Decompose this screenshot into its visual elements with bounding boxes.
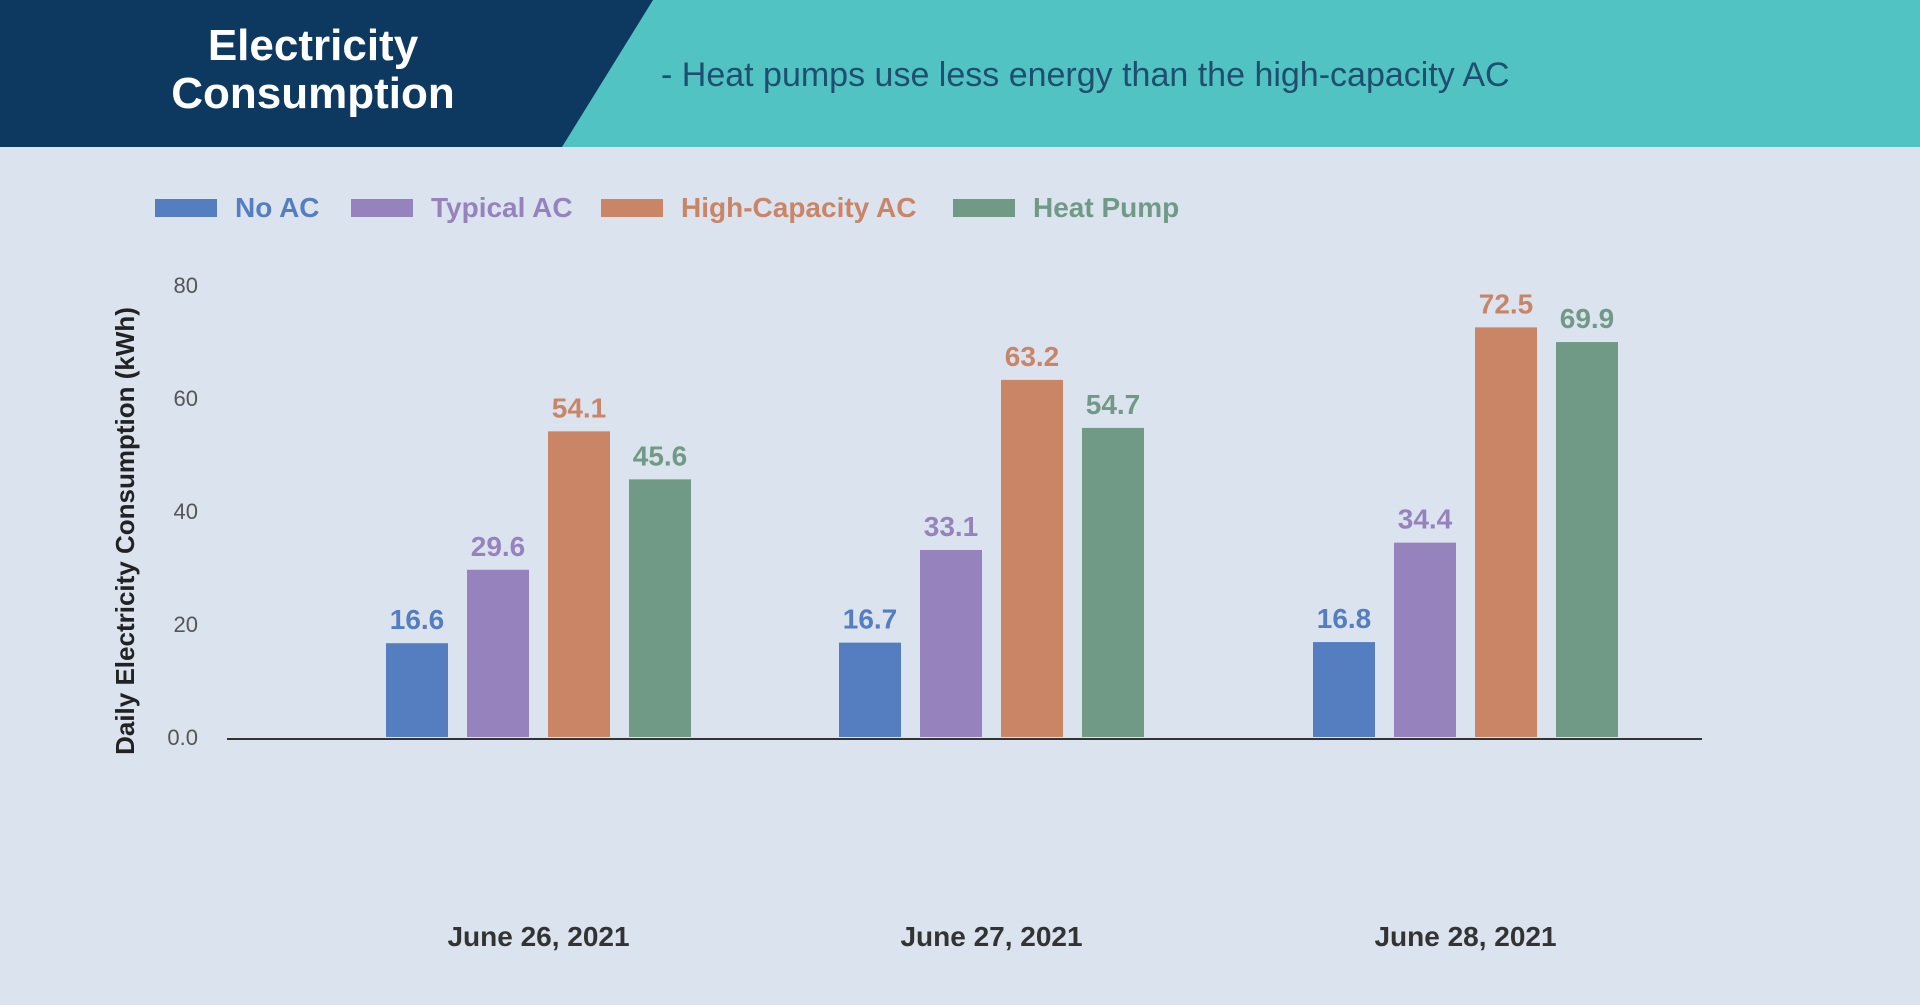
bar — [467, 569, 529, 737]
data-label: 33.1 — [924, 511, 979, 542]
bar — [1475, 327, 1537, 737]
legend-label: Heat Pump — [1033, 192, 1180, 223]
legend-item-heat-pump: Heat Pump — [953, 192, 1179, 224]
y-tick-label: 0.0 — [167, 725, 198, 750]
data-label: 29.6 — [471, 531, 526, 562]
data-label: 54.1 — [552, 392, 607, 423]
legend-label: No AC — [235, 192, 320, 223]
legend-item-no-ac: No AC — [155, 192, 320, 224]
y-tick-label: 40 — [174, 499, 198, 524]
legend-item-high-capacity-ac: High-Capacity AC — [601, 192, 916, 224]
data-label: 63.2 — [1005, 341, 1060, 372]
data-label: 54.7 — [1086, 389, 1141, 420]
bar — [1313, 642, 1375, 737]
legend-label: High-Capacity AC — [681, 192, 917, 223]
x-tick-label: June 27, 2021 — [900, 921, 1082, 952]
bar — [1556, 342, 1618, 737]
legend-swatch — [953, 199, 1015, 217]
legend-swatch — [155, 199, 217, 217]
data-label: 72.5 — [1479, 288, 1534, 319]
x-tick-label: June 28, 2021 — [1374, 921, 1556, 952]
data-label: 16.6 — [390, 604, 445, 635]
legend-item-typical-ac: Typical AC — [351, 192, 573, 224]
y-axis-label: Daily Electricity Consumption (kWh) — [110, 307, 140, 755]
data-label: 16.7 — [843, 604, 898, 635]
y-tick-label: 80 — [174, 273, 198, 298]
title-line-2: Consumption — [171, 69, 455, 118]
title-line-1: Electricity — [207, 21, 419, 70]
data-label: 34.4 — [1398, 504, 1453, 535]
y-tick-label: 20 — [174, 612, 198, 637]
bar — [1001, 379, 1063, 737]
page-title: Electricity Consumption — [113, 22, 513, 118]
legend-swatch — [351, 199, 413, 217]
x-tick-label: June 26, 2021 — [447, 921, 629, 952]
data-label: 69.9 — [1560, 303, 1615, 334]
y-tick-label: 60 — [174, 386, 198, 411]
bar — [839, 642, 901, 737]
bar — [1082, 427, 1144, 737]
bar — [920, 549, 982, 737]
header: Electricity Consumption - Heat pumps use… — [0, 0, 1920, 147]
data-label: 16.8 — [1317, 603, 1372, 634]
legend-swatch — [601, 199, 663, 217]
bar — [629, 479, 691, 737]
bar — [548, 431, 610, 737]
legend-label: Typical AC — [431, 192, 573, 223]
subtitle: - Heat pumps use less energy than the hi… — [661, 56, 1510, 94]
title-banner — [0, 0, 653, 147]
header-background — [0, 0, 1920, 147]
bar — [1394, 542, 1456, 737]
bar — [386, 643, 448, 737]
data-label: 45.6 — [633, 440, 688, 471]
